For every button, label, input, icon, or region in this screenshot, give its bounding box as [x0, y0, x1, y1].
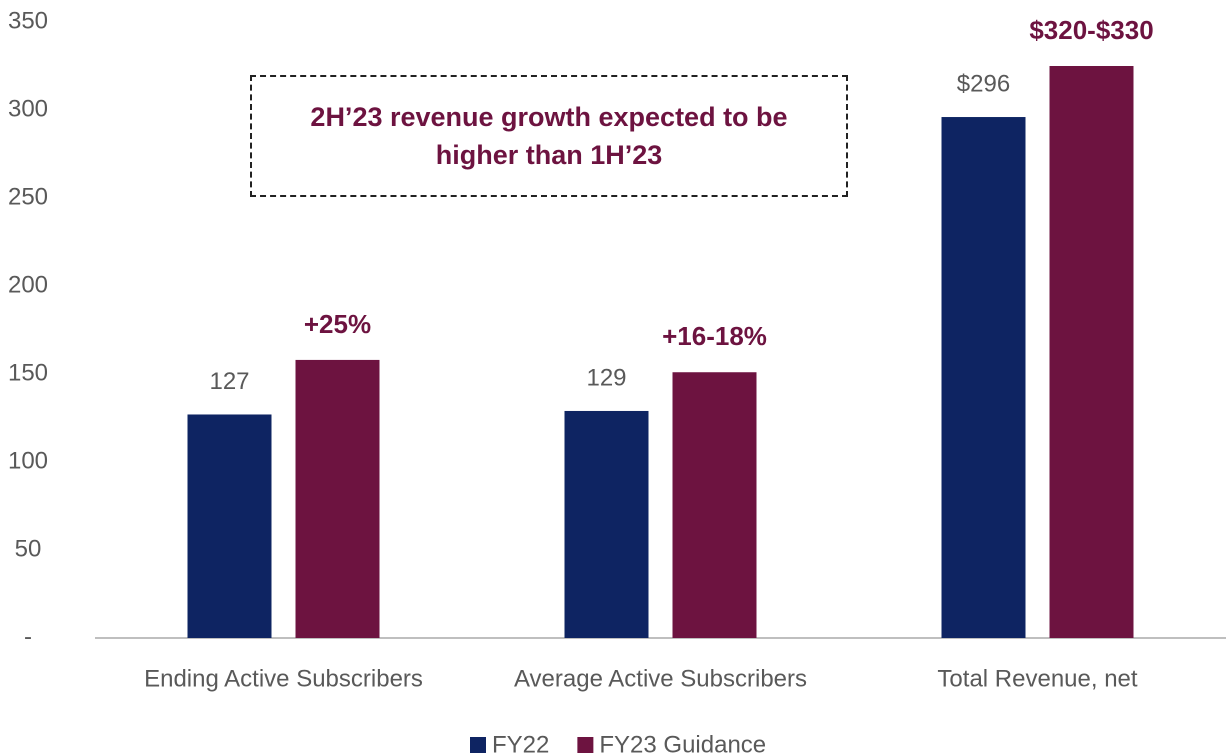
value-label: $296 [957, 70, 1010, 97]
annotation: +25% [304, 309, 371, 339]
y-tick-label: 200 [8, 271, 48, 298]
bar [672, 372, 757, 638]
annotation: +16-18% [662, 321, 767, 351]
legend-swatch [470, 737, 486, 753]
legend-label: FY23 Guidance [599, 731, 766, 756]
annotation: $320-$330 [1029, 15, 1153, 45]
bar [187, 414, 272, 638]
bar [1049, 66, 1134, 638]
bar [941, 117, 1026, 639]
y-tick-label: 50 [15, 535, 42, 562]
value-label: 129 [586, 364, 626, 391]
y-tick-label: - [24, 623, 32, 650]
y-tick-label: 150 [8, 359, 48, 386]
legend-swatch [577, 737, 594, 753]
bar [564, 410, 649, 638]
x-tick-label: Average Active Subscribers [514, 665, 807, 692]
bar [295, 359, 380, 638]
y-tick-label: 350 [8, 7, 48, 34]
x-tick-label: Total Revenue, net [937, 665, 1137, 692]
y-tick-label: 300 [8, 95, 48, 122]
note-box: 2H’23 revenue growth expected to be high… [250, 75, 848, 197]
x-tick-label: Ending Active Subscribers [144, 665, 423, 692]
legend-label: FY22 [492, 731, 549, 756]
y-tick-label: 100 [8, 447, 48, 474]
y-tick-label: 250 [8, 183, 48, 210]
value-label: 127 [209, 368, 249, 395]
